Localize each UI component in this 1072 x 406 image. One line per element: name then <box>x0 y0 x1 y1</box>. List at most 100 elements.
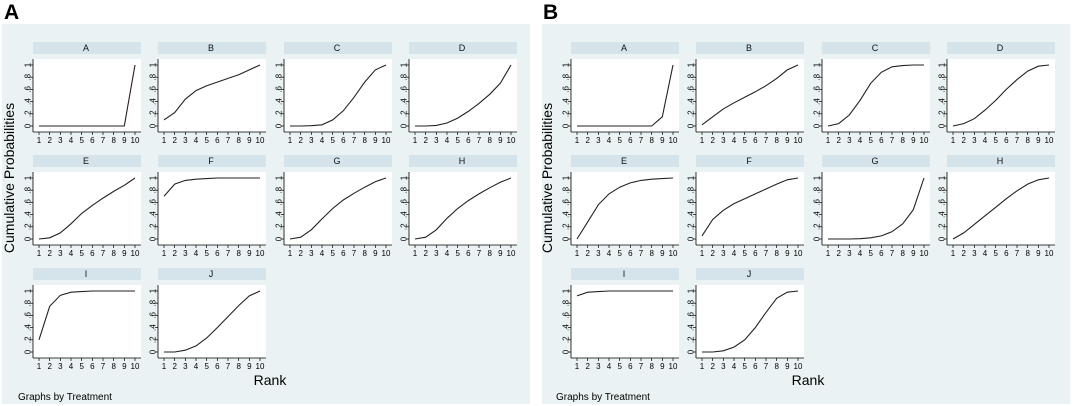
x-tick-label: 9 <box>373 136 378 145</box>
x-tick-label: 4 <box>983 136 988 145</box>
subplot-strip <box>33 155 141 167</box>
subplot-strip-label: J <box>209 269 214 279</box>
x-tick-label: 1 <box>37 136 42 145</box>
y-tick-label: .2 <box>24 223 33 230</box>
x-tick-label: 4 <box>983 249 988 258</box>
x-tick-label: 9 <box>122 136 127 145</box>
y-tick-label: .8 <box>24 299 33 306</box>
x-tick-label: 8 <box>236 362 241 371</box>
subplot-strip-label: F <box>746 156 752 166</box>
x-tick-label: 10 <box>256 249 265 258</box>
y-tick-label: .4 <box>938 211 947 218</box>
series-line-I <box>38 290 135 340</box>
y-tick-label: 1 <box>24 288 33 293</box>
x-tick-label: 2 <box>172 136 177 145</box>
y-tick-label: .6 <box>562 312 571 319</box>
subplot-strip <box>284 155 392 167</box>
y-tick-label: .2 <box>687 336 696 343</box>
x-tick-label: 1 <box>288 136 293 145</box>
y-tick-label: .6 <box>149 199 158 206</box>
y-tick-label: 1 <box>687 288 696 293</box>
x-tick-label: 10 <box>1045 249 1054 258</box>
x-tick-label: 3 <box>972 136 977 145</box>
subplot-strip <box>696 155 804 167</box>
subplot-strip-label: H <box>997 156 1004 166</box>
subplot-plot-area <box>158 172 266 245</box>
y-tick-label: .8 <box>149 73 158 80</box>
y-tick-label: 0 <box>149 123 158 128</box>
y-tick-label: 1 <box>24 175 33 180</box>
subplot-plot-area <box>33 285 141 358</box>
x-tick-label: 6 <box>215 136 220 145</box>
x-tick-label: 3 <box>847 249 852 258</box>
x-tick-label: 5 <box>204 362 209 371</box>
x-axis-title: Rank <box>254 372 288 388</box>
y-tick-label: .6 <box>24 312 33 319</box>
x-tick-label: 8 <box>1025 249 1030 258</box>
subplot-strip <box>696 268 804 280</box>
x-tick-label: 1 <box>700 362 705 371</box>
subplot-E: E0.2.4.6.811 2 3 4 5 6 7 8 9 10 <box>562 155 679 258</box>
x-tick-label: 2 <box>961 249 966 258</box>
y-tick-label: 0 <box>275 123 284 128</box>
y-tick-label: 1 <box>149 288 158 293</box>
x-tick-label: 5 <box>742 362 747 371</box>
x-tick-label: 3 <box>596 249 601 258</box>
x-tick-label: 2 <box>423 136 428 145</box>
subplot-C: C0.2.4.6.811 2 3 4 5 6 7 8 9 10 <box>813 42 930 145</box>
y-tick-label: .2 <box>813 110 822 117</box>
y-tick-label: .6 <box>24 86 33 93</box>
y-tick-label: 1 <box>275 62 284 67</box>
subplot-strip <box>158 42 266 54</box>
subplot-A: A0.2.4.6.811 2 3 4 5 6 7 8 9 10 <box>24 42 141 145</box>
subplot-plot-area <box>696 285 804 358</box>
x-tick-label: 1 <box>37 249 42 258</box>
y-tick-label: .6 <box>275 86 284 93</box>
x-tick-label: 9 <box>498 136 503 145</box>
x-tick-label: 8 <box>236 249 241 258</box>
y-tick-label: 0 <box>938 123 947 128</box>
subplot-plot-area <box>696 172 804 245</box>
series-line-J <box>164 290 261 353</box>
series-line-C <box>827 64 924 127</box>
y-tick-label: .8 <box>687 299 696 306</box>
subplot-strip-label: A <box>83 43 89 53</box>
y-tick-label: 0 <box>938 236 947 241</box>
x-tick-label: 9 <box>122 249 127 258</box>
y-tick-label: 1 <box>938 62 947 67</box>
y-tick-label: .6 <box>400 86 409 93</box>
y-tick-label: .4 <box>562 211 571 218</box>
y-tick-label: .2 <box>938 110 947 117</box>
subplot-plot-area <box>571 59 679 132</box>
x-tick-label: 10 <box>131 249 140 258</box>
y-tick-label: .8 <box>149 186 158 193</box>
x-tick-label: 3 <box>58 136 63 145</box>
x-tick-label: 8 <box>774 249 779 258</box>
subplot-strip-label: J <box>747 269 752 279</box>
y-tick-label: 1 <box>687 62 696 67</box>
x-tick-label: 7 <box>101 136 106 145</box>
x-tick-label: 1 <box>413 249 418 258</box>
x-tick-label: 3 <box>309 249 314 258</box>
x-tick-label: 3 <box>434 136 439 145</box>
y-tick-label: .2 <box>938 223 947 230</box>
x-tick-label: 9 <box>660 362 665 371</box>
y-tick-label: .6 <box>400 199 409 206</box>
x-tick-label: 3 <box>183 362 188 371</box>
series-line-G <box>289 177 387 240</box>
x-tick-label: 3 <box>183 136 188 145</box>
panel-letter: B <box>543 1 558 24</box>
y-tick-label: .8 <box>562 73 571 80</box>
x-tick-label: 3 <box>721 249 726 258</box>
x-tick-label: 5 <box>204 136 209 145</box>
x-tick-label: 7 <box>639 249 644 258</box>
y-tick-label: .6 <box>813 199 822 206</box>
y-tick-label: .2 <box>400 223 409 230</box>
x-tick-label: 2 <box>172 249 177 258</box>
x-tick-label: 6 <box>879 249 884 258</box>
x-tick-label: 5 <box>742 249 747 258</box>
x-tick-label: 1 <box>288 249 293 258</box>
subplot-strip-label: D <box>459 43 466 53</box>
x-tick-label: 9 <box>785 249 790 258</box>
